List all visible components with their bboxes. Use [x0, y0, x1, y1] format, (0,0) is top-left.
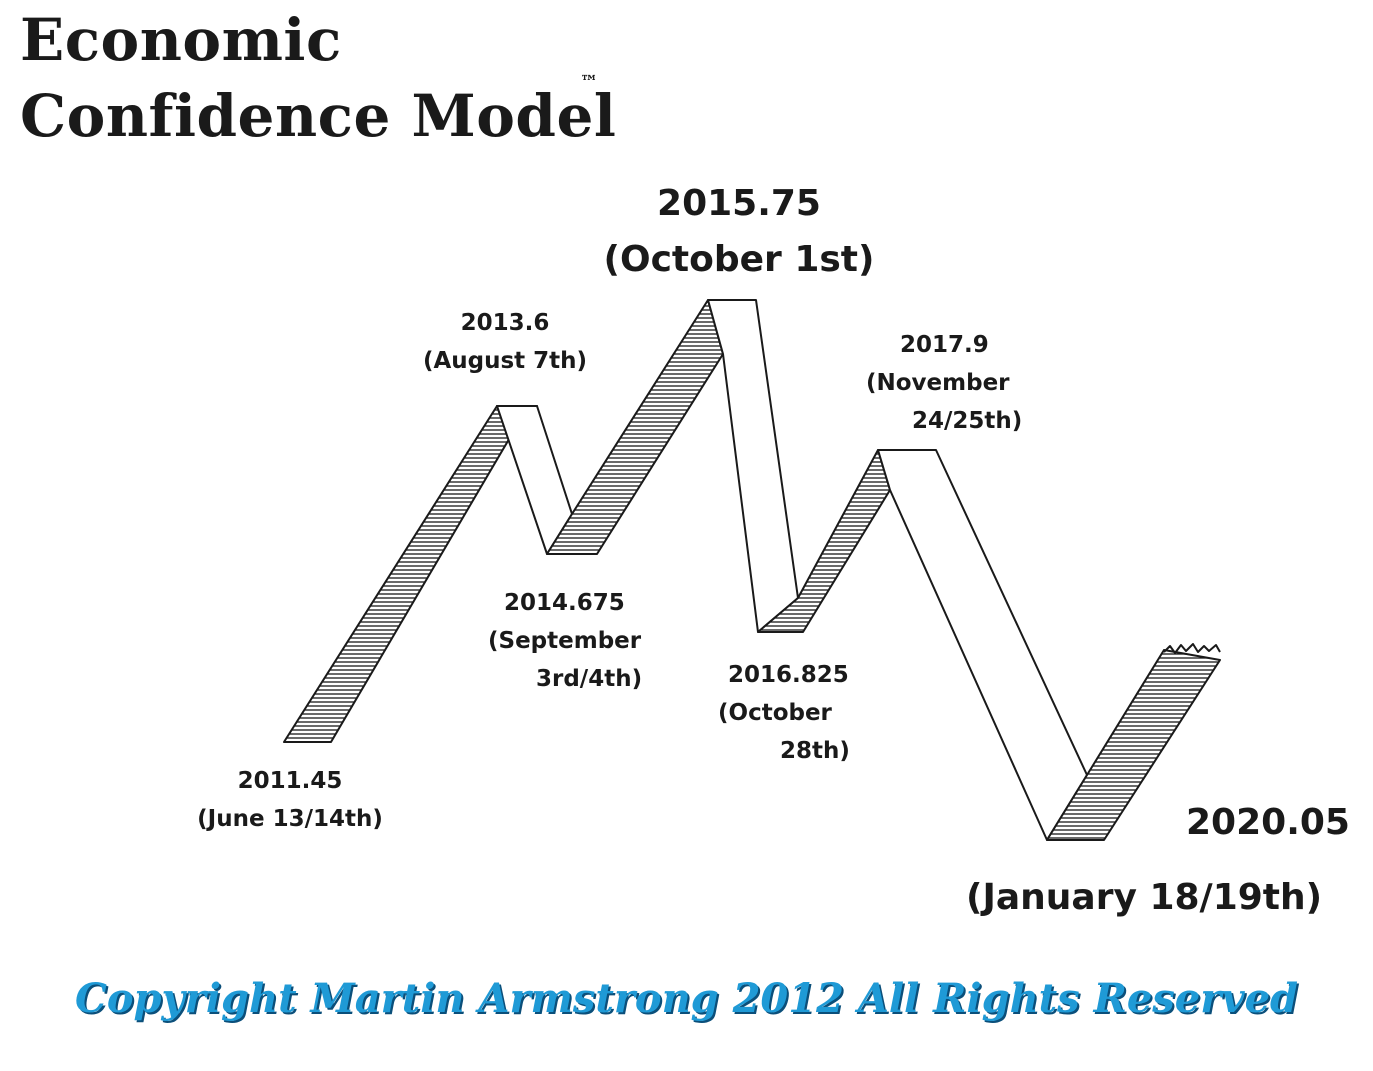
turning-point-date: 2013.6 [460, 310, 550, 336]
turning-point-label-2017: 2017.9 (November 24/25th) [866, 326, 1022, 440]
turning-point-note: 28th) [780, 738, 850, 764]
turning-point-date: 2011.45 [237, 768, 343, 794]
trademark-symbol: ™ [580, 72, 598, 93]
turning-point-note: (October 1st) [603, 239, 875, 280]
rising-ribbon-2011-2013 [283, 405, 513, 743]
turning-point-note: (June 13/14th) [197, 806, 383, 832]
rising-ribbon-2020-onward [1046, 649, 1221, 841]
turning-point-date: 2014.675 [504, 590, 625, 616]
turning-point-date: 2017.9 [900, 332, 989, 358]
turning-point-label-2011: 2011.45 (June 13/14th) [190, 762, 390, 838]
falling-ribbon-2017-2020 [877, 449, 1088, 841]
chart-title-line-1: Economic [20, 6, 342, 74]
turning-point-note: (November [866, 370, 1010, 396]
turning-point-date: 2016.825 [728, 662, 849, 688]
turning-point-date-2020: 2020.05 [1186, 802, 1350, 843]
turning-point-note: (September [488, 628, 642, 654]
turning-point-label-2014: 2014.675 (September 3rd/4th) [488, 584, 642, 698]
turning-point-note: (October [718, 700, 832, 726]
ribbon-end-scribble [1163, 643, 1221, 654]
turning-point-label-2015: 2015.75 (October 1st) [598, 176, 880, 288]
turning-point-date: 2015.75 [657, 183, 821, 224]
turning-point-note: 24/25th) [912, 408, 1023, 434]
turning-point-label-2016: 2016.825 (October 28th) [718, 656, 850, 770]
turning-point-note: 3rd/4th) [536, 666, 643, 692]
chart-title-line-2: Confidence Model [20, 82, 617, 150]
turning-point-note: (August 7th) [422, 348, 588, 374]
copyright-notice: Copyright Martin Armstrong 2012 All Righ… [75, 975, 1298, 1022]
falling-ribbon-2015-2016 [707, 299, 799, 633]
turning-point-label-2013: 2013.6 (August 7th) [412, 304, 598, 380]
turning-point-note-2020: (January 18/19th) [966, 877, 1323, 918]
